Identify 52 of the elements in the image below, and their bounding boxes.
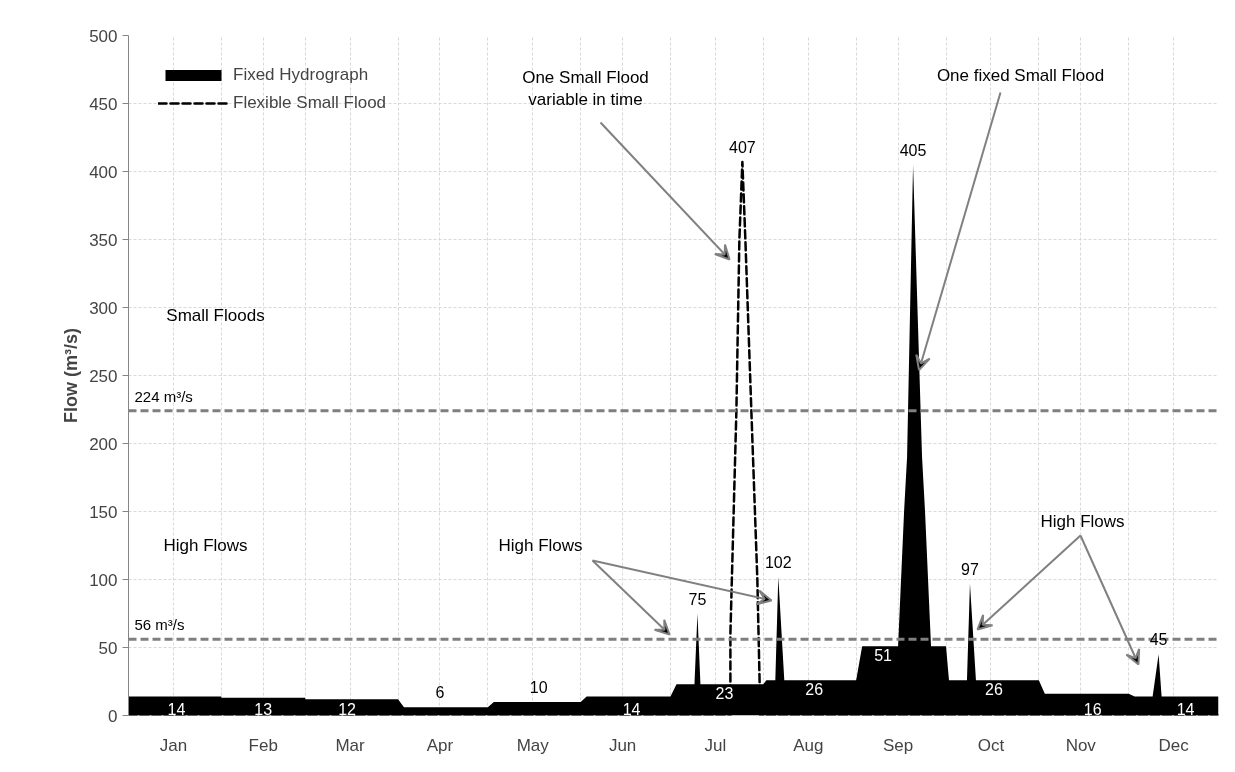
- annotation: One Small Flood variable in time: [522, 67, 649, 110]
- y-tick-label: 50: [98, 638, 118, 658]
- x-tick-label: Jan: [159, 735, 188, 755]
- data-label: 405: [899, 141, 927, 159]
- y-tick-label: 400: [89, 162, 118, 182]
- y-tick-label: 200: [89, 434, 118, 454]
- y-tick-label: 350: [89, 230, 118, 250]
- data-label: 45: [1149, 631, 1168, 649]
- data-label: 102: [764, 553, 792, 571]
- y-tick-label: 250: [89, 366, 118, 386]
- data-label: 14: [622, 700, 641, 718]
- data-label: 26: [985, 681, 1003, 699]
- annotation: High Flows: [498, 536, 583, 555]
- y-tick-label: 300: [89, 298, 118, 318]
- data-label: 26: [805, 681, 824, 699]
- annotation: One fixed Small Flood: [936, 66, 1105, 85]
- x-tick-label: May: [516, 735, 550, 755]
- data-label: 51: [874, 647, 893, 665]
- y-tick-label: 100: [89, 570, 118, 590]
- y-tick-label: 150: [89, 502, 118, 522]
- y-tick-label: 450: [89, 94, 118, 114]
- x-tick-label: Oct: [977, 735, 1005, 755]
- y-tick-label: 500: [89, 26, 118, 46]
- data-label: 407: [729, 138, 756, 156]
- data-label: 6: [435, 684, 445, 702]
- y-tick-label: 0: [108, 706, 118, 726]
- data-label: 16: [1083, 700, 1102, 718]
- data-label: 23: [715, 685, 734, 703]
- data-label: 12: [338, 700, 357, 718]
- y-axis-title: Flow (m³/s): [61, 328, 82, 423]
- legend-label: Fixed Hydrograph: [233, 65, 369, 85]
- ref-line-label: 224 m³/s: [134, 387, 193, 405]
- x-tick-label: Feb: [248, 735, 278, 755]
- x-tick-label: Nov: [1065, 735, 1097, 755]
- x-tick-label: Aug: [793, 735, 824, 755]
- data-label: 13: [254, 700, 273, 718]
- data-label: 14: [1176, 700, 1195, 718]
- annotation: High Flows: [163, 536, 248, 555]
- annotation: High Flows: [1040, 512, 1125, 531]
- x-tick-label: Mar: [335, 735, 366, 755]
- data-label: 75: [688, 590, 707, 608]
- data-label: 14: [167, 700, 186, 718]
- annotation: Small Floods: [166, 306, 265, 325]
- ref-line-label: 56 m³/s: [134, 616, 185, 634]
- x-tick-label: Dec: [1158, 735, 1190, 755]
- data-label: 97: [961, 560, 979, 578]
- x-tick-label: Sep: [882, 735, 914, 755]
- legend-label: Flexible Small Flood: [233, 93, 387, 113]
- x-tick-label: Jun: [608, 735, 637, 755]
- x-tick-label: Apr: [426, 735, 454, 755]
- data-label: 10: [529, 678, 548, 696]
- x-tick-label: Jul: [704, 735, 727, 755]
